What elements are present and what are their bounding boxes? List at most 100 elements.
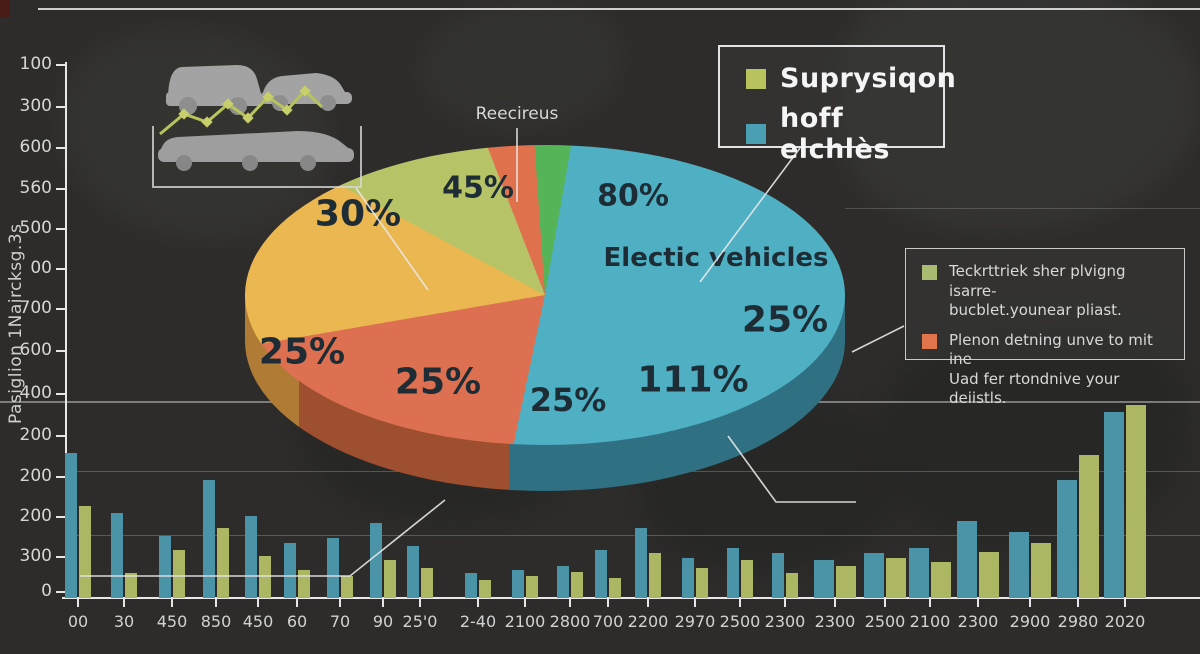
x-tick-mark — [77, 599, 79, 607]
bar-teal — [370, 523, 382, 598]
y-tick-mark — [56, 476, 65, 478]
y-tick-label: 300 — [19, 96, 52, 116]
bar-olive — [526, 576, 538, 598]
y-axis — [65, 62, 67, 599]
y-tick-mark — [56, 591, 65, 593]
y-tick-mark — [56, 188, 65, 190]
y-tick-mark — [56, 516, 65, 518]
legend-item: Teckrttriek sher plvigng isarre- bucblet… — [922, 262, 1170, 321]
top-rule — [38, 8, 1200, 10]
x-tick-mark — [929, 599, 931, 607]
bar-olive — [125, 573, 137, 598]
legend-line: Plenon detning unve to mit ine — [949, 330, 1153, 369]
y-tick-mark — [56, 64, 65, 66]
y-tick-label: 600 — [19, 137, 52, 157]
olive-swatch-icon — [746, 68, 766, 89]
y-tick-mark — [56, 147, 65, 149]
bar-olive — [384, 560, 396, 598]
pie-label: 45% — [442, 170, 514, 206]
bar-teal — [327, 538, 339, 598]
x-tick-mark — [977, 599, 979, 607]
y-tick-mark — [56, 308, 65, 310]
x-tick-mark — [524, 599, 526, 607]
x-tick-label: 850 — [200, 612, 232, 631]
bar-teal — [957, 521, 977, 598]
y-tick-mark — [56, 106, 65, 108]
x-tick-label: 60 — [286, 612, 308, 631]
x-tick-label: 2500 — [719, 612, 761, 631]
limo-icon — [158, 131, 354, 171]
gridline — [845, 208, 1200, 209]
bar-olive — [979, 552, 999, 598]
y-tick-mark — [56, 435, 65, 437]
x-tick-label: 2-40 — [459, 612, 497, 631]
bar-olive — [1126, 405, 1146, 598]
x-tick-label: 2800 — [549, 612, 591, 631]
x-tick-label: 2200 — [627, 612, 669, 631]
pie-label: 25% — [529, 381, 607, 419]
teal-swatch-icon — [746, 124, 766, 144]
map-shape — [420, 0, 620, 130]
pie-chart — [245, 145, 845, 445]
x-tick-label: 2970 — [674, 612, 716, 631]
gridline — [65, 535, 1200, 536]
legend-label: hoff elchlès — [780, 103, 890, 165]
pie-label: 25% — [394, 361, 482, 403]
x-tick-mark — [1077, 599, 1079, 607]
y-tick-mark — [56, 393, 65, 395]
pie-label: 25% — [741, 299, 829, 341]
x-tick-label: 90 — [372, 612, 394, 631]
legend-line: Uad fer rtondnive your deiistls. — [949, 369, 1120, 408]
bar-olive — [1031, 543, 1051, 598]
x-tick-label: 2300 — [814, 612, 856, 631]
legend-line: Teckrttriek sher plvigng isarre- — [949, 262, 1126, 300]
bar-olive — [696, 568, 708, 598]
bar-olive — [421, 568, 433, 598]
legend-item: Plenon detning unve to mit ine Uad fer r… — [922, 331, 1170, 409]
y-tick-label: 400 — [19, 383, 52, 403]
y-tick-label: 300 — [19, 546, 52, 566]
x-tick-label: 2100 — [504, 612, 546, 631]
legend-text: Plenon detning unve to mit ine Uad fer r… — [949, 331, 1170, 409]
x-tick-label: 00 — [67, 612, 89, 631]
y-tick-label: 00 — [30, 258, 52, 278]
y-tick-label: 100 — [19, 54, 52, 74]
bar-teal — [864, 553, 884, 598]
x-tick-label: 2500 — [864, 612, 906, 631]
legend-item: Suprysiqon — [746, 63, 956, 94]
bar-olive — [298, 570, 310, 598]
bar-teal — [465, 573, 477, 598]
x-tick-label: 450 — [242, 612, 274, 631]
bar-teal — [682, 558, 694, 598]
pie-label: 25% — [258, 331, 346, 373]
bar-teal — [595, 550, 607, 598]
x-tick-label: 2980 — [1057, 612, 1099, 631]
bar-teal — [65, 453, 77, 598]
x-tick-mark — [215, 599, 217, 607]
x-tick-label: 2900 — [1009, 612, 1051, 631]
x-tick-label: 2300 — [764, 612, 806, 631]
x-tick-mark — [1029, 599, 1031, 607]
pie-label: 80% — [597, 178, 669, 214]
y-tick-label: 700 — [19, 298, 52, 318]
x-tick-mark — [382, 599, 384, 607]
x-tick-mark — [257, 599, 259, 607]
x-tick-label: 700 — [592, 612, 624, 631]
x-tick-mark — [1124, 599, 1126, 607]
bar-olive — [741, 560, 753, 598]
x-tick-label: 25'0 — [402, 612, 438, 631]
pie-label: Reecireus — [475, 104, 559, 124]
y-tick-mark — [56, 228, 65, 230]
x-tick-label: 2020 — [1104, 612, 1146, 631]
x-tick-mark — [477, 599, 479, 607]
bar-teal — [512, 570, 524, 598]
legend-series: Suprysiqon hoff elchlès — [718, 45, 956, 165]
pie-label: 30% — [314, 193, 402, 235]
y-tick-label: 500 — [19, 218, 52, 238]
y-tick-mark — [56, 350, 65, 352]
bar-teal — [1057, 480, 1077, 598]
vehicle-inset-bracket — [152, 126, 362, 188]
x-tick-mark — [569, 599, 571, 607]
bar-teal — [245, 516, 257, 598]
